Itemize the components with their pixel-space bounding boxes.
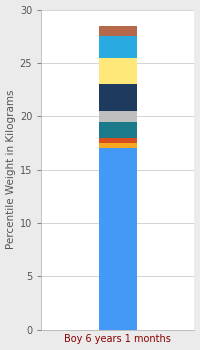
Bar <box>99 36 137 57</box>
Bar <box>99 148 137 330</box>
Bar <box>99 143 137 148</box>
Bar <box>99 111 137 121</box>
Bar <box>99 26 137 36</box>
Bar <box>99 57 137 84</box>
Bar <box>99 84 137 111</box>
Bar <box>99 138 137 143</box>
Bar <box>99 121 137 138</box>
Y-axis label: Percentile Weight in Kilograms: Percentile Weight in Kilograms <box>6 90 16 249</box>
